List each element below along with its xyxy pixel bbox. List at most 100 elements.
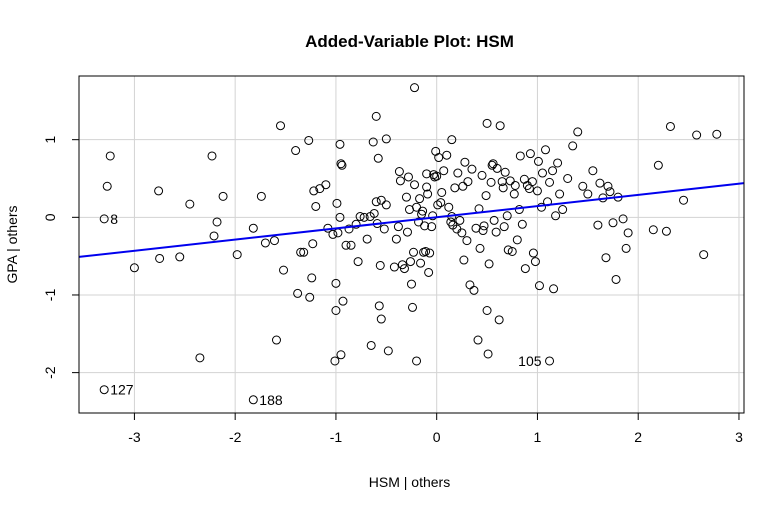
data-point [422,182,432,192]
data-point [462,236,472,246]
data-point [207,151,217,161]
data-point [293,288,303,298]
data-point [332,198,342,208]
data-point [623,228,633,238]
data-point [467,164,477,174]
y-tick-label: 0 [42,213,58,221]
data-point [416,258,426,268]
data-point [533,156,543,166]
data-point [515,151,525,161]
data-point [553,158,563,168]
data-point [330,356,340,366]
data-point [331,278,341,288]
data-point [335,212,345,222]
data-point [383,346,393,356]
data-point [545,177,555,187]
data-point [269,236,279,246]
data-point [498,183,508,193]
data-point [421,246,431,256]
data-point [248,395,258,405]
regression-line [78,182,745,258]
data-point [256,191,266,201]
data-point [491,227,501,237]
data-point [520,264,530,274]
point-label-127: 127 [110,382,134,398]
data-point [311,201,321,211]
data-point [309,186,319,196]
data-point [558,205,568,215]
point-label-188: 188 [259,392,283,408]
data-point [499,222,509,232]
data-point [517,219,527,229]
data-point [437,187,447,197]
data-point [407,279,416,289]
data-point [434,153,444,163]
data-point [608,218,618,228]
data-point [296,247,306,257]
data-point [450,183,460,193]
point-label-105: 105 [518,353,542,369]
data-point [391,234,401,244]
data-point [331,306,341,316]
data-point [155,253,165,263]
data-point [648,225,658,235]
data-point [232,250,242,260]
data-points [99,83,722,405]
data-point [503,245,513,255]
data-point [418,206,428,216]
data-point [271,335,281,345]
data-point [563,173,573,183]
data-point [479,221,489,231]
data-point [528,248,538,258]
data-point [376,314,386,324]
data-point [420,221,430,231]
data-point [442,150,452,160]
data-point [601,253,611,263]
data-point [291,146,301,156]
data-point [341,240,351,250]
x-tick-label: -2 [229,429,242,445]
data-point [410,83,420,93]
data-point [105,151,115,161]
data-point [353,257,363,267]
data-point [519,174,529,184]
data-point [379,224,389,234]
data-point [412,356,422,366]
data-point [712,129,722,139]
data-point [578,181,588,191]
data-point [209,231,219,241]
data-point [603,181,613,191]
data-point [447,135,457,145]
data-point [218,191,228,201]
data-point [460,157,470,167]
data-point [344,224,354,234]
data-point [549,284,559,294]
data-point [699,250,709,260]
data-point [611,274,621,284]
x-tick-label: -3 [128,429,141,445]
data-point [154,186,164,196]
data-point [473,335,483,345]
x-axis-label: HSM | others [369,474,450,490]
data-point [375,260,385,270]
data-point [369,208,379,218]
data-point [510,180,520,190]
data-point [481,191,491,201]
data-point [99,214,109,224]
data-point [304,135,314,145]
data-point [573,127,583,137]
data-point [424,267,434,277]
data-point [428,211,438,221]
data-point [399,264,409,274]
data-point [492,163,502,173]
data-point [459,255,469,265]
data-point [605,187,615,197]
data-point [444,202,454,212]
data-point [276,121,286,131]
y-axis-label: GPA | others [4,205,20,283]
data-point [305,292,315,302]
data-point [595,178,605,188]
data-point [308,239,318,249]
data-point [583,189,593,199]
